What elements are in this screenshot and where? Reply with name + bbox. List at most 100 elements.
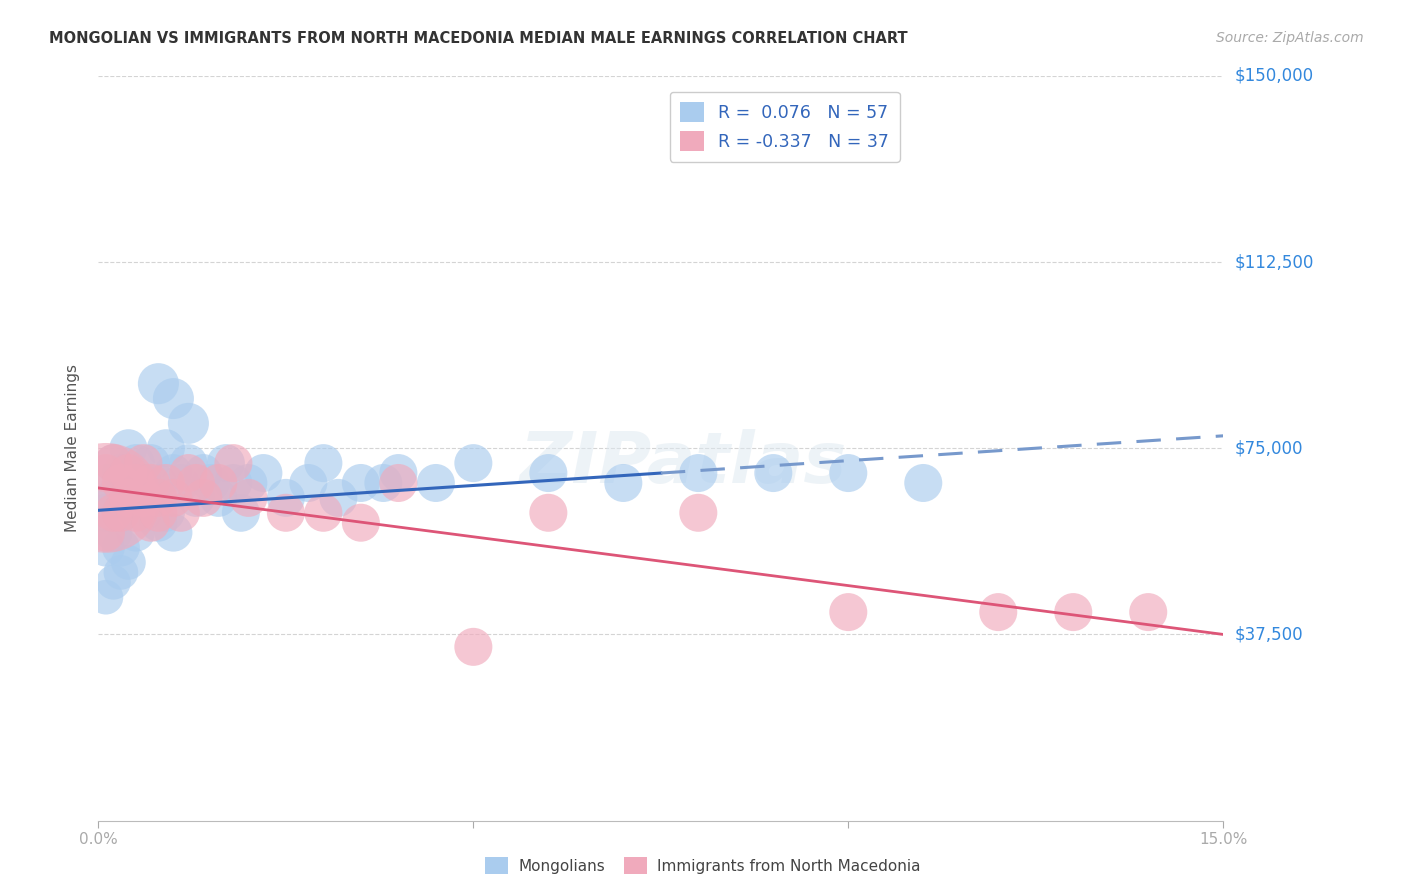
- Point: [125, 475, 148, 490]
- Point: [103, 506, 125, 520]
- Point: [103, 456, 125, 470]
- Point: [215, 456, 238, 470]
- Point: [162, 525, 184, 540]
- Point: [125, 506, 148, 520]
- Point: [94, 475, 117, 490]
- Point: [148, 506, 170, 520]
- Text: $150,000: $150,000: [1234, 67, 1313, 85]
- Point: [148, 475, 170, 490]
- Point: [238, 491, 260, 505]
- Point: [148, 491, 170, 505]
- Point: [110, 475, 132, 490]
- Point: [463, 456, 485, 470]
- Point: [387, 466, 409, 480]
- Point: [762, 466, 785, 480]
- Point: [103, 491, 125, 505]
- Point: [222, 456, 245, 470]
- Point: [177, 466, 200, 480]
- Point: [177, 417, 200, 431]
- Point: [837, 466, 859, 480]
- Point: [132, 491, 155, 505]
- Text: $112,500: $112,500: [1234, 253, 1313, 271]
- Point: [125, 525, 148, 540]
- Point: [193, 466, 215, 480]
- Point: [688, 506, 710, 520]
- Point: [103, 575, 125, 590]
- Legend: R =  0.076   N = 57, R = -0.337   N = 37: R = 0.076 N = 57, R = -0.337 N = 37: [669, 92, 900, 161]
- Point: [117, 556, 139, 570]
- Point: [117, 491, 139, 505]
- Point: [162, 466, 184, 480]
- Point: [110, 541, 132, 555]
- Point: [252, 466, 274, 480]
- Text: $75,000: $75,000: [1234, 439, 1303, 458]
- Point: [94, 541, 117, 555]
- Point: [463, 640, 485, 654]
- Point: [1137, 605, 1160, 619]
- Point: [110, 506, 132, 520]
- Point: [139, 491, 162, 505]
- Point: [162, 392, 184, 406]
- Point: [387, 475, 409, 490]
- Point: [103, 456, 125, 470]
- Point: [132, 456, 155, 470]
- Point: [148, 376, 170, 391]
- Point: [110, 466, 132, 480]
- Point: [155, 442, 177, 455]
- Point: [350, 475, 373, 490]
- Text: ZIPatlas: ZIPatlas: [520, 429, 846, 498]
- Point: [688, 466, 710, 480]
- Point: [94, 466, 117, 480]
- Y-axis label: Median Male Earnings: Median Male Earnings: [65, 364, 80, 533]
- Point: [987, 605, 1010, 619]
- Point: [537, 466, 560, 480]
- Point: [155, 506, 177, 520]
- Point: [312, 506, 335, 520]
- Point: [207, 491, 229, 505]
- Point: [537, 506, 560, 520]
- Point: [110, 506, 132, 520]
- Point: [222, 475, 245, 490]
- Point: [373, 475, 395, 490]
- Point: [184, 475, 207, 490]
- Point: [912, 475, 935, 490]
- Point: [207, 475, 229, 490]
- Legend: Mongolians, Immigrants from North Macedonia: Mongolians, Immigrants from North Macedo…: [479, 851, 927, 880]
- Text: $37,500: $37,500: [1234, 625, 1303, 643]
- Point: [103, 525, 125, 540]
- Point: [117, 466, 139, 480]
- Point: [274, 491, 297, 505]
- Point: [170, 475, 193, 490]
- Point: [155, 475, 177, 490]
- Point: [1062, 605, 1084, 619]
- Point: [193, 491, 215, 505]
- Point: [125, 456, 148, 470]
- Point: [200, 475, 222, 490]
- Point: [94, 525, 117, 540]
- Point: [148, 516, 170, 530]
- Point: [117, 475, 139, 490]
- Point: [312, 456, 335, 470]
- Point: [132, 506, 155, 520]
- Point: [139, 456, 162, 470]
- Point: [350, 516, 373, 530]
- Point: [139, 475, 162, 490]
- Point: [229, 506, 252, 520]
- Text: MONGOLIAN VS IMMIGRANTS FROM NORTH MACEDONIA MEDIAN MALE EARNINGS CORRELATION CH: MONGOLIAN VS IMMIGRANTS FROM NORTH MACED…: [49, 31, 908, 46]
- Point: [170, 506, 193, 520]
- Point: [139, 516, 162, 530]
- Point: [837, 605, 859, 619]
- Point: [162, 491, 184, 505]
- Text: Source: ZipAtlas.com: Source: ZipAtlas.com: [1216, 31, 1364, 45]
- Point: [184, 491, 207, 505]
- Point: [612, 475, 634, 490]
- Point: [328, 491, 350, 505]
- Point: [274, 506, 297, 520]
- Point: [177, 456, 200, 470]
- Point: [94, 491, 117, 505]
- Point: [94, 591, 117, 605]
- Point: [238, 475, 260, 490]
- Point: [110, 566, 132, 580]
- Point: [94, 506, 117, 520]
- Point: [425, 475, 447, 490]
